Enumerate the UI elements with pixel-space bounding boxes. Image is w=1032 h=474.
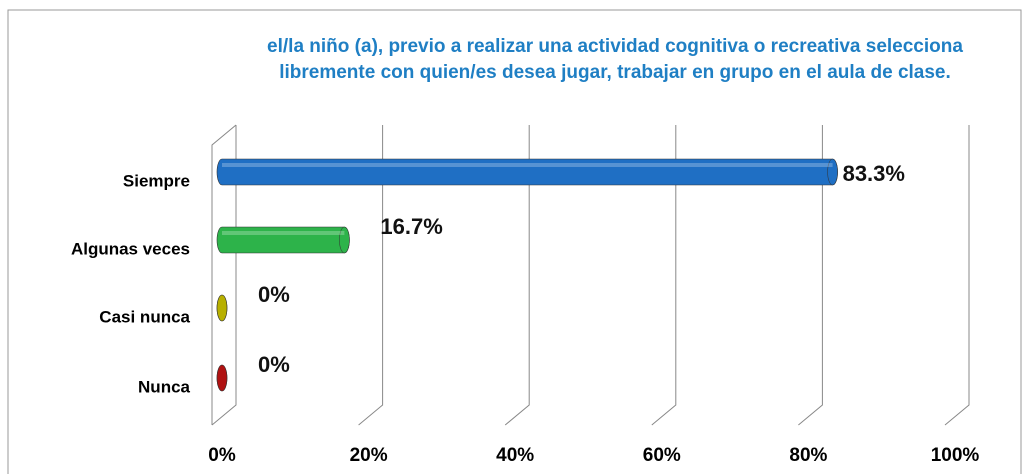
x-tick-label: 100%: [931, 445, 980, 466]
value-label: 0%: [258, 352, 290, 377]
value-label: 0%: [258, 282, 290, 307]
x-tick-label: 20%: [350, 445, 388, 466]
grid-line: [798, 125, 823, 426]
axis: [211, 124, 237, 425]
bar: [216, 226, 350, 254]
bar-end: [216, 294, 228, 322]
chart-title: el/la niño (a), previo a realizar una ac…: [267, 36, 963, 83]
grid-line: [211, 125, 237, 426]
y-tick-label: Nunca: [138, 377, 191, 396]
value-label: 16.7%: [380, 214, 442, 239]
x-tick-label: 60%: [643, 445, 681, 466]
bar-end: [339, 226, 350, 254]
grid-line: [651, 125, 677, 426]
grid-line: [358, 125, 384, 426]
bar-highlight: [222, 231, 345, 235]
bar: [216, 158, 838, 186]
y-tick-label: Siempre: [123, 171, 190, 190]
x-tick-label: 0%: [208, 445, 236, 466]
y-tick-label: Casi nunca: [99, 307, 190, 326]
frame: [7, 9, 1022, 474]
grid-line: [504, 125, 530, 426]
value-label: 83.3%: [843, 161, 905, 186]
bar-end: [827, 158, 838, 186]
x-tick-label: 40%: [496, 445, 534, 466]
x-tick-label: 80%: [789, 445, 827, 466]
bar-highlight: [222, 163, 833, 167]
grid-line: [944, 125, 970, 426]
y-tick-label: Algunas veces: [71, 239, 190, 258]
bar-end: [216, 364, 228, 392]
